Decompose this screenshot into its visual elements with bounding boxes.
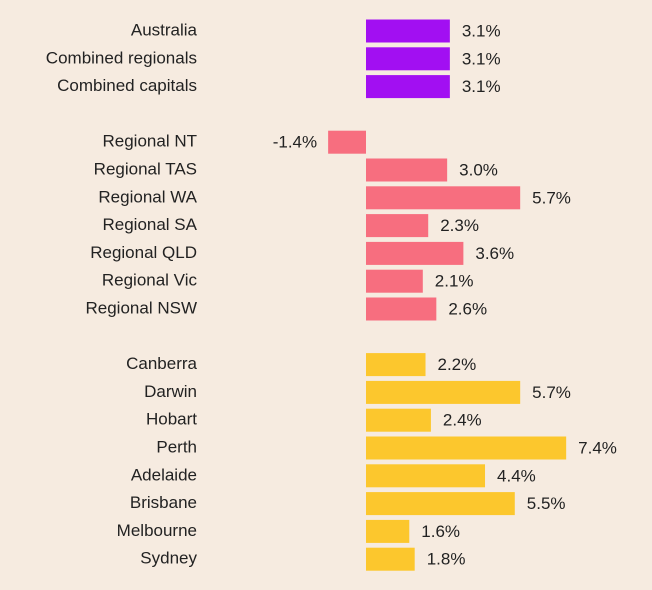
value-label: 5.5% [527, 494, 566, 513]
category-label: Combined capitals [57, 76, 197, 95]
bar [366, 547, 415, 571]
bar [366, 269, 423, 293]
value-label: -1.4% [273, 133, 317, 152]
bar [366, 519, 410, 543]
value-label: 2.6% [448, 299, 487, 318]
bar [366, 158, 448, 182]
value-label: 3.1% [462, 77, 501, 96]
category-label: Regional NSW [86, 298, 198, 317]
value-label: 4.4% [497, 466, 536, 485]
category-label: Darwin [144, 382, 197, 401]
bar [366, 464, 486, 488]
category-label: Regional NT [103, 132, 198, 151]
category-label: Sydney [140, 549, 197, 568]
category-label: Hobart [146, 410, 197, 429]
category-label: Combined regionals [46, 48, 197, 67]
bar [366, 75, 450, 99]
bar [366, 380, 521, 404]
category-label: Regional Vic [102, 271, 198, 290]
value-label: 2.2% [438, 355, 477, 374]
bar [366, 47, 450, 71]
category-label: Australia [131, 20, 198, 39]
bar [366, 436, 567, 460]
bar [366, 19, 450, 43]
bar [366, 408, 431, 432]
category-label: Regional TAS [94, 159, 197, 178]
category-label: Adelaide [131, 465, 197, 484]
bar [366, 186, 521, 210]
category-label: Canberra [126, 354, 197, 373]
bar [366, 241, 464, 265]
value-label: 3.6% [475, 244, 514, 263]
bar [366, 353, 426, 377]
bar [366, 492, 515, 516]
value-label: 1.8% [427, 550, 466, 569]
value-label: 3.1% [462, 49, 501, 68]
category-label: Regional QLD [90, 243, 197, 262]
value-label: 5.7% [532, 383, 571, 402]
value-label: 7.4% [578, 438, 617, 457]
category-label: Regional WA [98, 187, 197, 206]
category-label: Perth [156, 437, 197, 456]
category-label: Brisbane [130, 493, 197, 512]
value-label: 2.3% [440, 216, 479, 235]
value-label: 3.1% [462, 21, 501, 40]
value-label: 2.4% [443, 411, 482, 430]
category-label: Melbourne [117, 521, 197, 540]
value-label: 5.7% [532, 188, 571, 207]
bar [366, 297, 437, 321]
category-label: Regional SA [102, 215, 197, 234]
value-label: 1.6% [421, 522, 460, 541]
bar [328, 130, 366, 154]
value-label: 3.0% [459, 160, 498, 179]
value-label: 2.1% [435, 272, 474, 291]
bar [366, 214, 429, 238]
